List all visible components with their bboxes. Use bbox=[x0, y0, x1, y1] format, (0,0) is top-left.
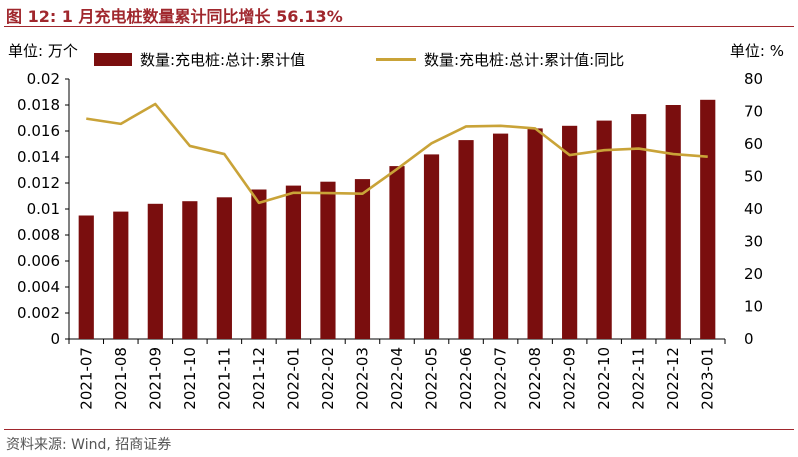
x-tick-label: 2021-08 bbox=[112, 347, 130, 410]
bar bbox=[458, 140, 474, 339]
right-axis-unit: 单位: % bbox=[729, 42, 784, 60]
source-note: 资料来源: Wind, 招商证券 bbox=[6, 437, 172, 453]
x-tick-label: 2022-08 bbox=[526, 347, 544, 410]
legend-bar-swatch bbox=[94, 53, 132, 66]
left-tick-label: 0.016 bbox=[17, 122, 60, 140]
legend-item-bar: 数量:充电桩:总计:累计值 bbox=[94, 49, 305, 70]
x-tick-label: 2022-09 bbox=[561, 347, 579, 410]
bar bbox=[596, 120, 612, 339]
right-tick-label: 20 bbox=[744, 265, 763, 283]
x-tick-label: 2022-01 bbox=[284, 347, 302, 410]
bar bbox=[700, 99, 716, 339]
x-tick-label: 2022-05 bbox=[423, 347, 441, 410]
right-tick-label: 30 bbox=[744, 233, 763, 251]
left-tick-label: 0.01 bbox=[27, 200, 60, 218]
bar bbox=[285, 185, 302, 339]
x-tick-label: 2022-07 bbox=[492, 347, 510, 410]
left-tick-label: 0.006 bbox=[17, 252, 60, 270]
bar bbox=[354, 179, 371, 339]
bar bbox=[182, 201, 198, 339]
right-tick-label: 80 bbox=[744, 70, 763, 88]
legend-line-label: 数量:充电桩:总计:累计值:同比 bbox=[424, 51, 625, 69]
x-tick-label: 2022-03 bbox=[353, 347, 371, 410]
left-tick-label: 0 bbox=[50, 330, 60, 348]
x-tick-label: 2021-07 bbox=[77, 347, 95, 410]
bar bbox=[423, 154, 440, 339]
left-tick-label: 0.008 bbox=[17, 226, 60, 244]
legend-line-swatch bbox=[376, 58, 416, 61]
bar bbox=[320, 181, 336, 339]
left-tick-label: 0.018 bbox=[17, 96, 60, 114]
left-tick-label: 0.002 bbox=[17, 304, 60, 322]
bar bbox=[562, 125, 578, 339]
x-tick-label: 2022-02 bbox=[319, 347, 337, 410]
right-tick-label: 70 bbox=[744, 103, 763, 121]
left-axis-unit: 单位: 万个 bbox=[8, 42, 78, 60]
x-tick-label: 2021-12 bbox=[250, 347, 268, 410]
title-divider bbox=[4, 26, 794, 27]
x-tick-label: 2021-11 bbox=[215, 347, 233, 410]
bar bbox=[113, 211, 129, 339]
footer-divider bbox=[4, 429, 794, 430]
legend-bar-label: 数量:充电桩:总计:累计值 bbox=[140, 51, 306, 69]
bar bbox=[389, 166, 405, 339]
x-tick-label: 2022-04 bbox=[388, 347, 406, 410]
right-tick-label: 60 bbox=[744, 135, 763, 153]
bar bbox=[78, 215, 94, 339]
x-tick-label: 2022-06 bbox=[457, 347, 475, 410]
x-tick-label: 2021-10 bbox=[181, 347, 199, 410]
bar bbox=[251, 189, 267, 339]
right-tick-label: 10 bbox=[744, 298, 763, 316]
bar bbox=[631, 114, 647, 339]
bar bbox=[216, 197, 232, 339]
right-tick-label: 0 bbox=[744, 330, 754, 348]
x-tick-label: 2022-12 bbox=[664, 347, 682, 410]
x-tick-label: 2021-09 bbox=[146, 347, 164, 410]
x-tick-label: 2023-01 bbox=[699, 347, 717, 410]
x-tick-label: 2022-11 bbox=[630, 347, 648, 410]
x-tick-label: 2022-10 bbox=[595, 347, 613, 410]
bar bbox=[665, 105, 681, 339]
left-tick-label: 0.012 bbox=[17, 174, 60, 192]
bar bbox=[527, 128, 543, 339]
bar bbox=[492, 133, 509, 339]
legend-item-line: 数量:充电桩:总计:累计值:同比 bbox=[376, 49, 624, 70]
chart-title: 图 12: 1 月充电桩数量累计同比增长 56.13% bbox=[6, 7, 343, 26]
right-tick-label: 50 bbox=[744, 168, 763, 186]
left-tick-label: 0.02 bbox=[27, 70, 60, 88]
right-tick-label: 40 bbox=[744, 200, 763, 218]
bar bbox=[147, 203, 163, 339]
left-tick-label: 0.014 bbox=[17, 148, 60, 166]
left-tick-label: 0.004 bbox=[17, 278, 60, 296]
